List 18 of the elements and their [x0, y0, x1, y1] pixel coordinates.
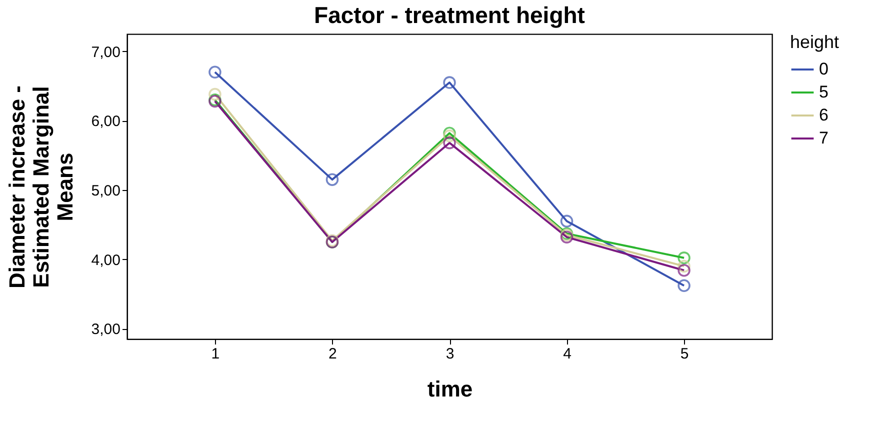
x-axis-title: time [427, 376, 473, 402]
y-axis-title: Diameter increase - Estimated Marginal Means [4, 86, 78, 288]
y-tick-label: 4,00 [91, 252, 120, 269]
legend-label: 0 [819, 60, 828, 78]
x-tick-label: 3 [446, 346, 454, 362]
x-tick-label: 4 [563, 346, 572, 362]
legend-title: height [790, 32, 840, 52]
y-tick-label: 5,00 [91, 182, 120, 200]
legend-label: 7 [819, 128, 828, 148]
x-tick-label: 5 [680, 346, 689, 362]
legend-label: 5 [819, 82, 828, 102]
y-tick-label: 7,00 [91, 44, 120, 61]
x-tick-label: 2 [328, 346, 337, 362]
chart-title: Factor - treatment height [314, 2, 586, 28]
x-tick-label: 1 [211, 346, 220, 362]
y-tick-label: 6,00 [91, 113, 120, 130]
y-tick-label: 3,00 [91, 321, 120, 338]
legend-label: 6 [819, 106, 828, 124]
